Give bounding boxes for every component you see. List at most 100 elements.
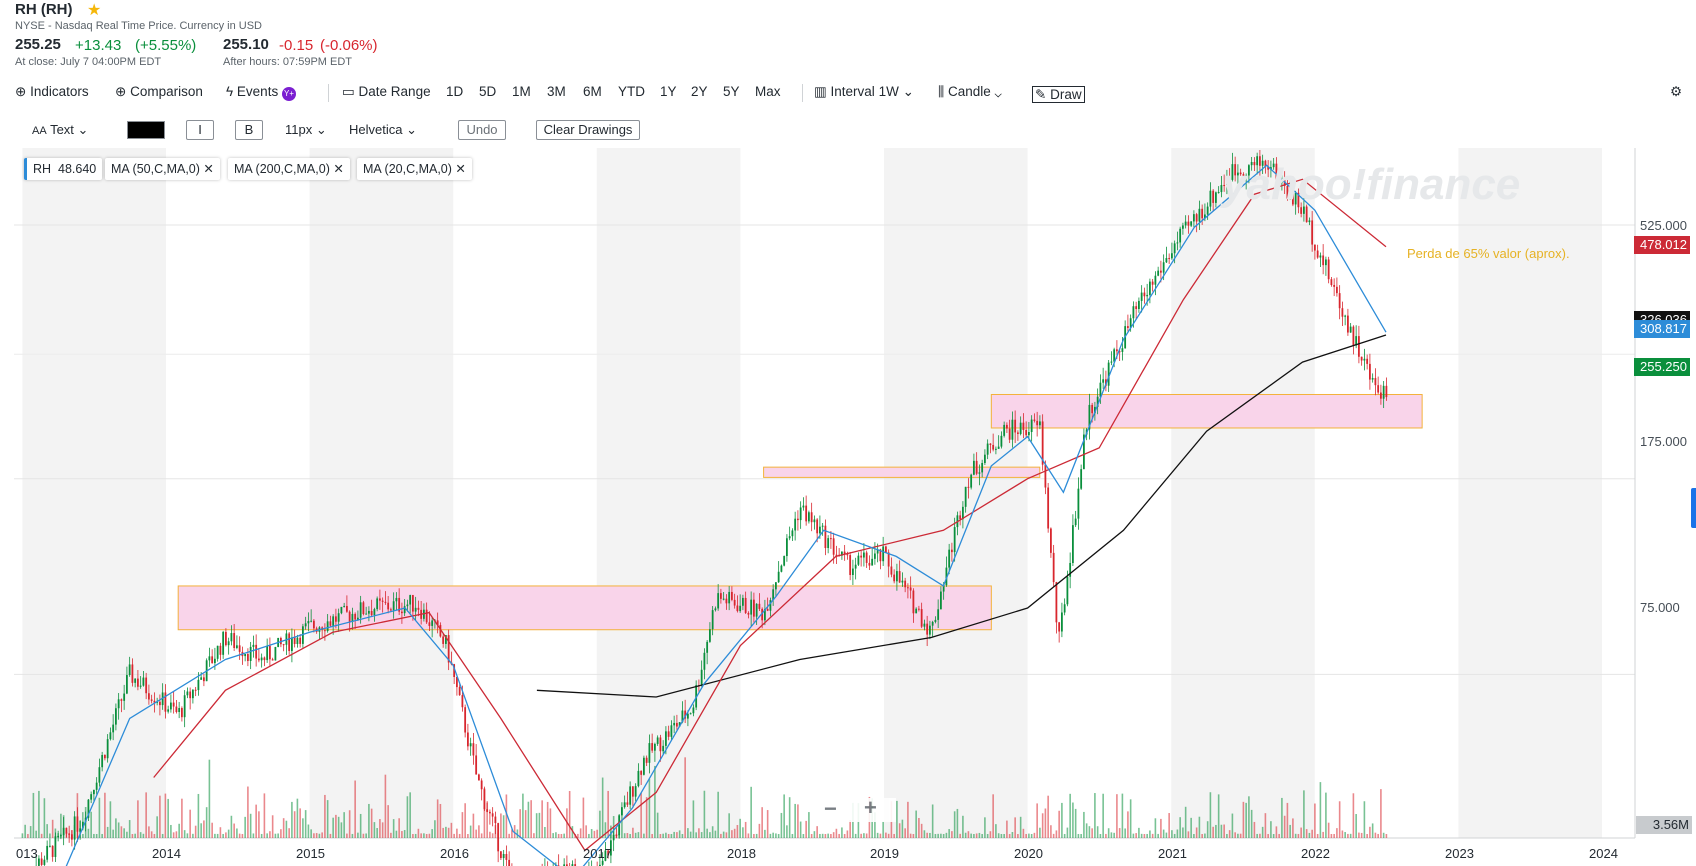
volume-bar <box>453 833 455 838</box>
range-5y[interactable]: 5Y <box>723 84 740 99</box>
volume-bar <box>1377 833 1379 838</box>
volume-bar <box>392 819 395 838</box>
date-range-button[interactable]: ▭ Date Range <box>342 84 431 100</box>
candle-body <box>615 834 618 836</box>
volume-bar <box>1173 833 1176 838</box>
close-icon[interactable]: ✕ <box>333 162 344 176</box>
chart-type-button[interactable]: ⫼ Candle ⌄ <box>938 84 1002 100</box>
text-tool-button[interactable]: AA Text ⌄ <box>32 122 88 138</box>
chevron-down-icon: ⌄ <box>315 122 327 137</box>
candle-body <box>920 609 923 627</box>
volume-bar <box>203 820 205 838</box>
candle-body <box>648 743 651 763</box>
candle-body <box>159 701 161 706</box>
plus-circle-icon: ⊕ <box>115 84 127 99</box>
volume-bar <box>1028 833 1030 838</box>
range-1y[interactable]: 1Y <box>660 84 677 99</box>
volume-bar <box>112 829 114 838</box>
range-6m[interactable]: 6M <box>583 84 602 99</box>
star-icon[interactable]: ★ <box>87 2 102 19</box>
volume-bar <box>761 807 763 838</box>
volume-bar <box>1349 833 1352 838</box>
volume-bar <box>236 828 238 838</box>
font-select[interactable]: Helvetica ⌄ <box>349 122 417 138</box>
candle-body <box>233 633 236 648</box>
candle-body <box>164 692 167 712</box>
range-ytd[interactable]: YTD <box>618 84 645 99</box>
interval-button[interactable]: ▥ Interval 1W ⌄ <box>814 84 914 100</box>
candle-body <box>786 538 788 557</box>
candle-body <box>238 645 241 652</box>
draw-button[interactable]: ✎ Draw <box>1032 86 1085 103</box>
candle-body <box>1033 419 1036 421</box>
candle-body <box>313 620 315 629</box>
settings-gear-icon[interactable]: ⚙ <box>1670 84 1683 99</box>
candle-body <box>887 552 890 567</box>
candle-body <box>148 693 150 700</box>
candle-body <box>797 518 799 521</box>
volume-bar <box>258 811 260 838</box>
close-icon[interactable]: ✕ <box>203 162 214 176</box>
candle-body <box>667 731 670 737</box>
indicators-button[interactable]: ⊕ Indicators <box>15 84 89 100</box>
volume-bar <box>326 800 329 838</box>
undo-button[interactable]: Undo <box>458 120 506 140</box>
legend-chip-ma50[interactable]: MA (50,C,MA,0) ✕ <box>105 158 220 180</box>
zoom-out-button[interactable]: − <box>824 796 837 821</box>
candle-body <box>934 619 937 622</box>
comparison-button[interactable]: ⊕ Comparison <box>115 84 203 100</box>
volume-bar <box>1245 802 1247 838</box>
volume-bar <box>1253 821 1256 838</box>
zoom-in-button[interactable]: + <box>864 795 877 820</box>
volume-bar <box>827 833 829 838</box>
clear-drawings-button[interactable]: Clear Drawings <box>536 120 640 140</box>
range-1m[interactable]: 1M <box>512 84 531 99</box>
bold-button[interactable]: B <box>235 120 263 140</box>
italic-button[interactable]: I <box>186 120 214 140</box>
candle-body <box>1206 206 1209 215</box>
range-3m[interactable]: 3M <box>547 84 566 99</box>
after-hours-price: 255.10 <box>223 36 269 53</box>
legend-chip-rh[interactable]: RH 48.640 <box>24 158 103 180</box>
range-1d[interactable]: 1D <box>446 84 464 99</box>
events-button[interactable]: ϟ Events Y+ <box>226 84 296 101</box>
candle-body <box>414 607 417 612</box>
volume-bar <box>442 827 444 838</box>
volume-bar <box>285 820 288 838</box>
candle-body <box>156 701 159 703</box>
candle-body <box>469 743 472 747</box>
close-price: 255.25 <box>15 36 61 53</box>
legend-chip-ma200[interactable]: MA (200,C,MA,0) ✕ <box>228 158 350 180</box>
volume-bar <box>1094 793 1096 838</box>
candle-body <box>439 624 442 637</box>
volume-bar <box>227 829 230 838</box>
candle-body <box>98 767 101 783</box>
volume-bar <box>164 793 167 838</box>
candle-body <box>403 606 406 614</box>
volume-bar <box>1099 833 1102 838</box>
legend-chip-ma20[interactable]: MA (20,C,MA,0) ✕ <box>357 158 472 180</box>
candle-body <box>428 622 431 626</box>
volume-bar <box>678 830 681 838</box>
volume-bar <box>791 833 794 838</box>
range-2y[interactable]: 2Y <box>691 84 708 99</box>
range-5d[interactable]: 5D <box>479 84 497 99</box>
candle-body <box>1179 228 1182 243</box>
volume-bar <box>585 825 587 838</box>
range-max[interactable]: Max <box>755 84 781 99</box>
side-panel-handle[interactable] <box>1691 488 1696 528</box>
volume-bar <box>181 798 183 838</box>
font-size-select[interactable]: 11px ⌄ <box>285 122 327 138</box>
volume-bar <box>186 833 189 838</box>
volume-bar <box>640 793 642 838</box>
candle-body <box>882 546 885 562</box>
volume-bar <box>703 790 706 838</box>
candle-body <box>500 851 502 859</box>
candle-body <box>689 713 692 715</box>
candle-body <box>942 585 945 592</box>
candle-body <box>827 538 830 549</box>
close-icon[interactable]: ✕ <box>455 162 466 176</box>
candle-body <box>838 554 841 556</box>
color-swatch[interactable] <box>127 121 165 139</box>
candle-body <box>137 678 139 687</box>
